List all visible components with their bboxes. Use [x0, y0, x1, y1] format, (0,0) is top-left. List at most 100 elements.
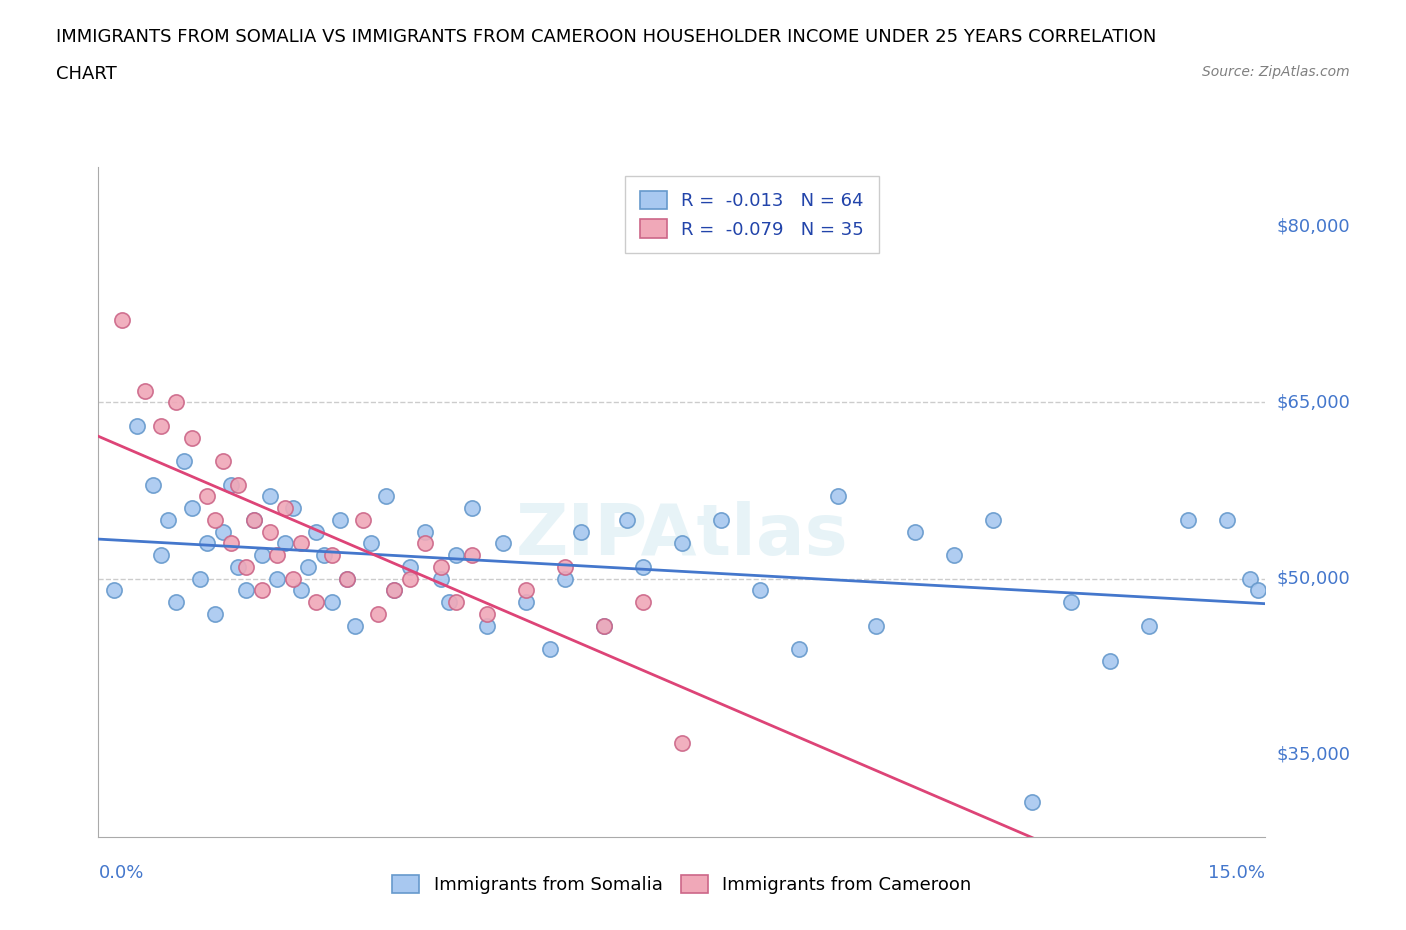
Point — [352, 512, 374, 527]
Point — [127, 418, 149, 433]
Point — [149, 418, 172, 433]
Text: IMMIGRANTS FROM SOMALIA VS IMMIGRANTS FROM CAMEROON HOUSEHOLDER INCOME UNDER 25 : IMMIGRANTS FROM SOMALIA VS IMMIGRANTS FR… — [56, 28, 1157, 46]
Point — [228, 559, 250, 574]
Point — [204, 606, 226, 621]
Point — [321, 548, 343, 563]
Text: CHART: CHART — [56, 65, 117, 83]
Point — [321, 594, 343, 609]
Point — [787, 642, 810, 657]
Point — [149, 548, 172, 563]
Point — [375, 489, 398, 504]
Point — [329, 512, 352, 527]
Point — [1021, 794, 1043, 809]
Point — [228, 477, 250, 492]
Point — [165, 594, 187, 609]
Point — [569, 525, 592, 539]
Point — [538, 642, 561, 657]
Point — [274, 536, 297, 551]
Point — [367, 606, 389, 621]
Text: $50,000: $50,000 — [1277, 569, 1350, 588]
Point — [134, 383, 156, 398]
Point — [1246, 583, 1268, 598]
Point — [157, 512, 180, 527]
Point — [259, 489, 281, 504]
Point — [446, 548, 468, 563]
Point — [593, 618, 616, 633]
Point — [461, 500, 484, 515]
Point — [235, 559, 257, 574]
Point — [1239, 571, 1261, 586]
Point — [336, 571, 359, 586]
Point — [259, 525, 281, 539]
Point — [429, 571, 451, 586]
Text: $65,000: $65,000 — [1277, 393, 1350, 411]
Point — [290, 536, 312, 551]
Point — [195, 489, 218, 504]
Point — [1060, 594, 1083, 609]
Point — [1215, 512, 1237, 527]
Text: $35,000: $35,000 — [1277, 746, 1351, 764]
Point — [904, 525, 927, 539]
Point — [398, 559, 420, 574]
Point — [981, 512, 1004, 527]
Point — [312, 548, 335, 563]
Point — [204, 512, 226, 527]
Point — [281, 571, 304, 586]
Point — [446, 594, 468, 609]
Point — [173, 454, 195, 469]
Text: ZIPAtlas: ZIPAtlas — [516, 501, 848, 570]
Point — [250, 548, 273, 563]
Point — [305, 525, 328, 539]
Point — [748, 583, 770, 598]
Point — [827, 489, 849, 504]
Point — [1098, 654, 1121, 669]
Point — [554, 571, 576, 586]
Point — [631, 559, 654, 574]
Point — [212, 525, 235, 539]
Point — [165, 395, 187, 410]
Point — [297, 559, 319, 574]
Point — [243, 512, 266, 527]
Point — [219, 477, 242, 492]
Point — [266, 548, 288, 563]
Point — [477, 606, 499, 621]
Point — [515, 583, 537, 598]
Point — [554, 559, 576, 574]
Point — [180, 431, 202, 445]
Point — [671, 536, 693, 551]
Point — [413, 525, 436, 539]
Point — [235, 583, 257, 598]
Point — [219, 536, 242, 551]
Point — [492, 536, 515, 551]
Point — [943, 548, 966, 563]
Point — [142, 477, 165, 492]
Point — [865, 618, 887, 633]
Text: 0.0%: 0.0% — [98, 864, 143, 882]
Point — [111, 312, 134, 327]
Point — [336, 571, 359, 586]
Text: $80,000: $80,000 — [1277, 217, 1350, 235]
Text: 15.0%: 15.0% — [1208, 864, 1265, 882]
Point — [180, 500, 202, 515]
Point — [413, 536, 436, 551]
Point — [461, 548, 484, 563]
Point — [290, 583, 312, 598]
Point — [1177, 512, 1199, 527]
Point — [437, 594, 460, 609]
Point — [593, 618, 616, 633]
Point — [250, 583, 273, 598]
Point — [360, 536, 382, 551]
Point — [274, 500, 297, 515]
Point — [1137, 618, 1160, 633]
Point — [281, 500, 304, 515]
Point — [344, 618, 367, 633]
Point — [616, 512, 638, 527]
Point — [382, 583, 405, 598]
Point — [243, 512, 266, 527]
Point — [671, 736, 693, 751]
Point — [266, 571, 288, 586]
Text: Source: ZipAtlas.com: Source: ZipAtlas.com — [1202, 65, 1350, 79]
Legend: Immigrants from Somalia, Immigrants from Cameroon: Immigrants from Somalia, Immigrants from… — [378, 860, 986, 909]
Point — [195, 536, 218, 551]
Point — [477, 618, 499, 633]
